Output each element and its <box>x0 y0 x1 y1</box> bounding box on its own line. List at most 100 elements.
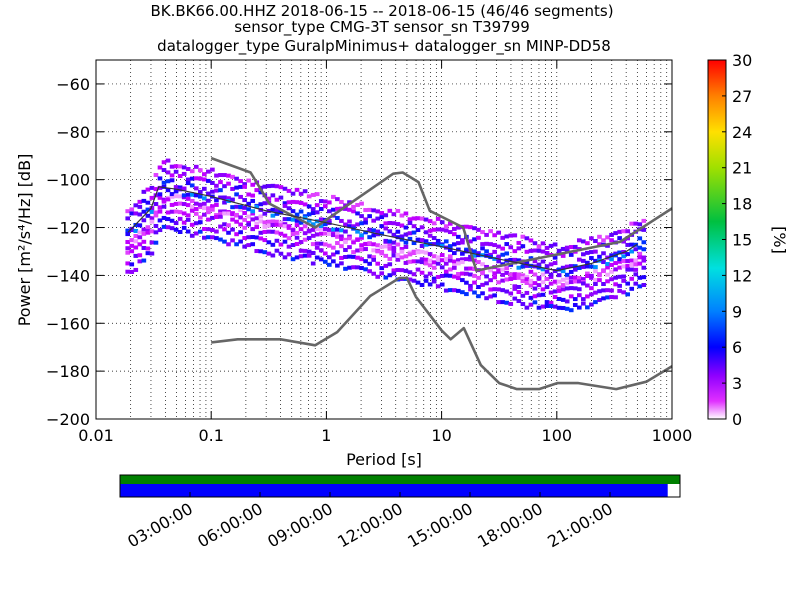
histogram-cell <box>210 167 215 172</box>
histogram-cell <box>210 215 215 220</box>
histogram-cell <box>290 209 296 214</box>
histogram-cell <box>266 240 272 245</box>
histogram-cell <box>161 204 167 209</box>
histogram-cell <box>141 218 147 223</box>
histogram-cell <box>536 248 542 253</box>
curve-nlnm <box>211 276 673 391</box>
histogram-cell <box>270 229 276 234</box>
time-axis-ticks: 03:00:0006:00:0009:00:0012:00:0015:00:00… <box>124 492 616 551</box>
histogram-cell <box>581 252 586 257</box>
histogram-cell <box>282 239 288 244</box>
histogram-cell <box>472 290 477 295</box>
histogram-cell <box>282 201 288 206</box>
histogram-cell <box>443 228 449 233</box>
histogram-cell <box>520 279 526 284</box>
histogram-cell <box>625 229 631 234</box>
histogram-cell <box>129 269 135 274</box>
histogram-cell <box>355 202 360 207</box>
histogram-cell <box>318 217 324 222</box>
histogram-cell <box>568 286 574 291</box>
histogram-cell <box>173 201 179 206</box>
histogram-cell <box>310 251 316 256</box>
histogram-cell <box>169 178 175 183</box>
histogram-cell <box>379 224 385 229</box>
histogram-cell <box>197 220 203 225</box>
histogram-cell <box>589 256 594 261</box>
histogram-cell <box>605 272 610 277</box>
histogram-cell <box>480 282 485 287</box>
histogram-cell <box>278 223 284 228</box>
histogram-cell <box>322 251 328 256</box>
histogram-cell <box>169 218 175 223</box>
histogram-cell <box>286 217 292 222</box>
histogram-cell <box>149 240 155 245</box>
histogram-cell <box>218 180 223 185</box>
histogram-cell <box>516 299 522 304</box>
histogram-cell <box>572 297 578 302</box>
histogram-cell <box>355 222 360 227</box>
histogram-cell <box>609 295 614 300</box>
histogram-cell <box>270 242 276 247</box>
histogram-cell <box>177 216 183 221</box>
histogram-cell <box>520 234 526 239</box>
histogram-cell <box>403 232 409 237</box>
histogram-cell <box>439 258 445 263</box>
histogram-cell <box>314 245 320 250</box>
histogram-cell <box>327 262 332 267</box>
histogram-cell <box>306 194 312 199</box>
histogram-cell <box>585 305 590 310</box>
histogram-cell <box>335 241 340 246</box>
histogram-cell <box>572 279 578 284</box>
histogram-cell <box>411 251 417 256</box>
histogram-cell <box>250 198 256 203</box>
histogram-cell <box>202 177 207 182</box>
histogram-cell <box>564 286 570 291</box>
curve-mean <box>127 186 638 272</box>
histogram-cell <box>407 231 413 236</box>
histogram-cell <box>226 211 231 216</box>
histogram-cell <box>230 174 235 179</box>
histogram-cell <box>451 263 457 268</box>
x-tick-label: 100 <box>542 426 573 445</box>
histogram-cell <box>387 246 393 251</box>
histogram-cell <box>351 265 356 270</box>
histogram-cell <box>633 281 639 286</box>
histogram-cell <box>250 211 256 216</box>
histogram-cell <box>532 259 538 264</box>
histogram-cell <box>339 261 344 266</box>
histogram-cell <box>641 247 647 252</box>
histogram-cell <box>193 231 199 236</box>
histogram-cell <box>185 203 191 208</box>
histogram-cell <box>185 177 191 182</box>
histogram-cell <box>270 213 276 218</box>
histogram-cell <box>552 304 558 309</box>
histogram-cell <box>347 224 352 229</box>
histogram-cell <box>181 211 187 216</box>
histogram-cell <box>492 271 497 276</box>
histogram-cell <box>157 192 163 197</box>
histogram-cell <box>395 235 401 240</box>
histogram-cell <box>468 272 473 277</box>
histogram-cell <box>294 218 300 223</box>
histogram-cell <box>250 235 256 240</box>
histogram-cell <box>439 253 445 258</box>
histogram-cell <box>125 209 131 214</box>
histogram-cell <box>443 273 449 278</box>
histogram-cell <box>403 268 409 273</box>
histogram-cell <box>339 244 344 249</box>
histogram-cell <box>125 232 131 237</box>
histogram-cell <box>302 248 308 253</box>
histogram-cell <box>625 242 631 247</box>
histogram-cell <box>238 222 243 227</box>
histogram-cell <box>318 206 324 211</box>
histogram-cell <box>472 249 477 254</box>
histogram-cell <box>310 242 316 247</box>
histogram-cell <box>202 226 207 231</box>
histogram-cell <box>411 278 417 283</box>
histogram-cell <box>464 224 469 229</box>
histogram-cell <box>149 219 155 224</box>
histogram-cell <box>246 201 251 206</box>
histogram-cell <box>185 192 191 197</box>
histogram-cell <box>512 233 518 238</box>
histogram-cell <box>581 301 586 306</box>
